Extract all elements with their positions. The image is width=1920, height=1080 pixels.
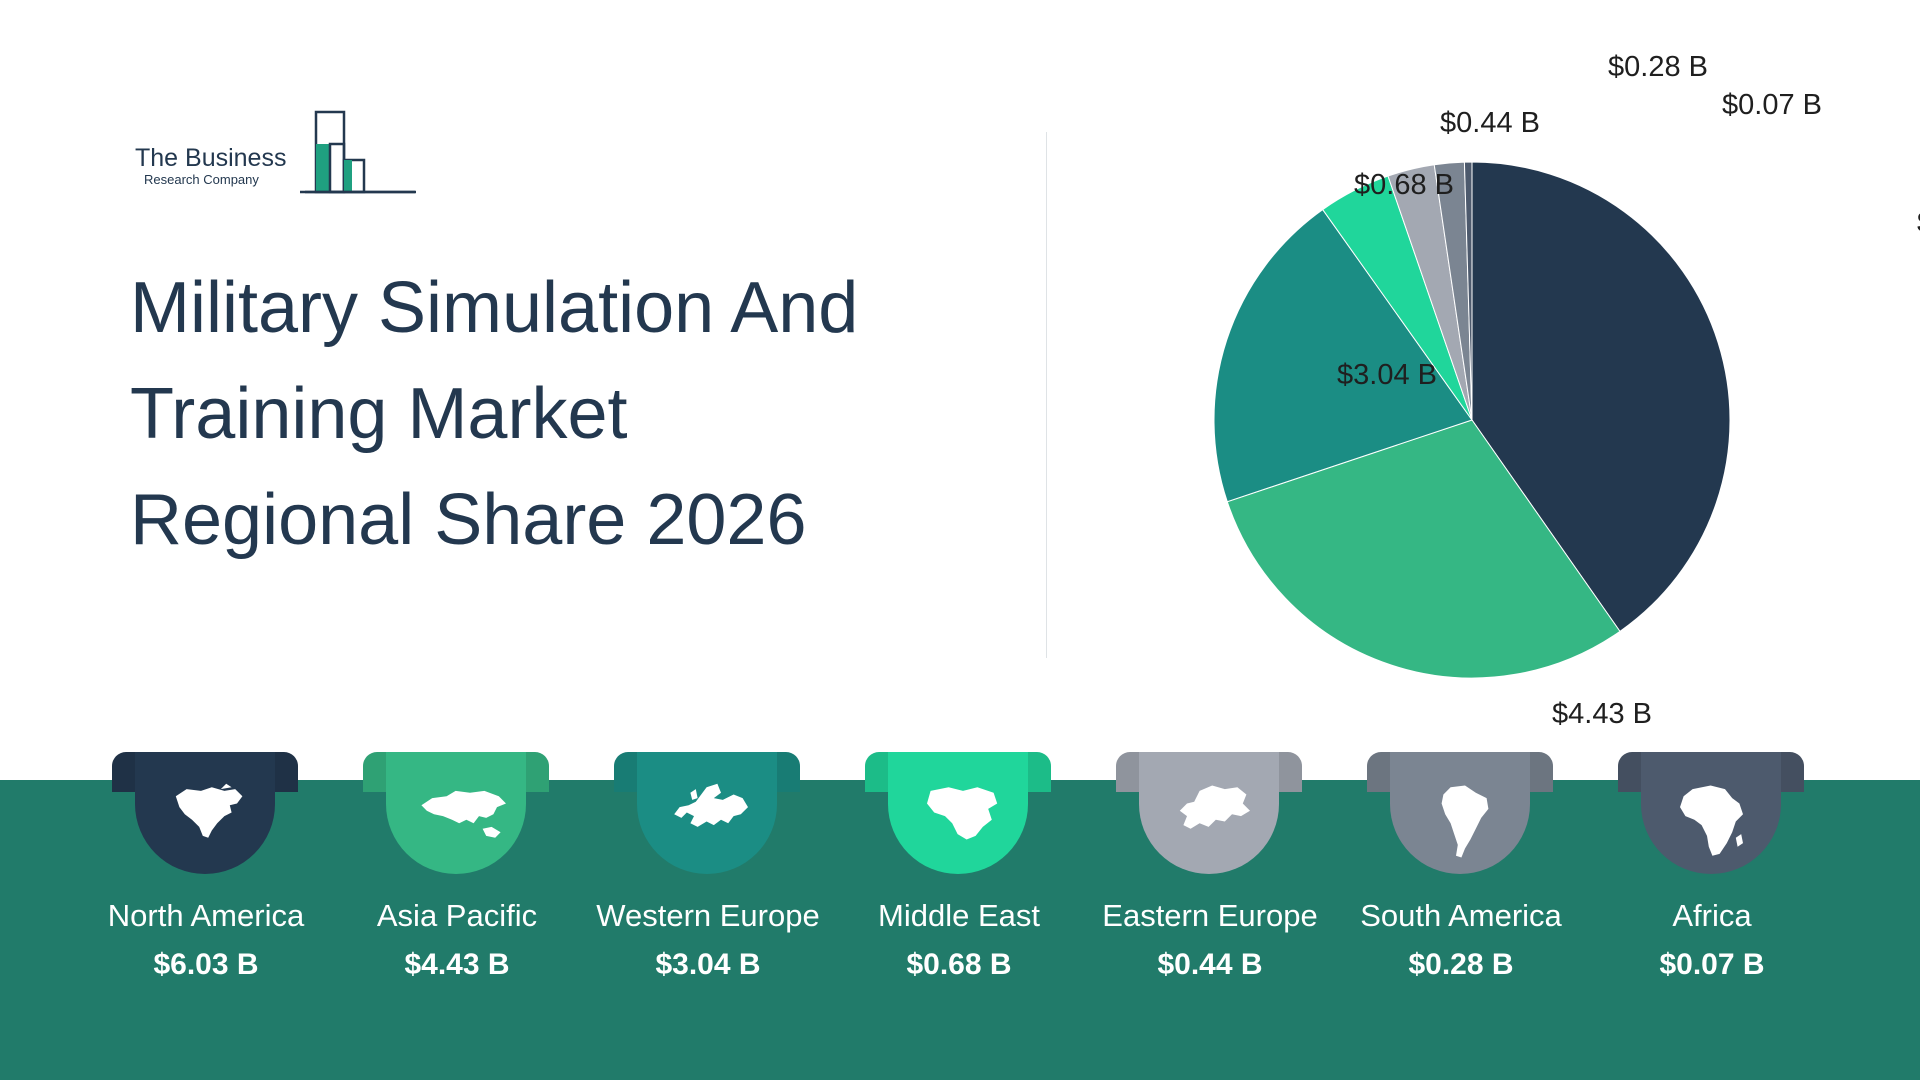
region-value: $0.28 B xyxy=(1408,948,1514,981)
region-card-south-america: South America $0.28 B xyxy=(1360,752,1562,1012)
region-name: Asia Pacific xyxy=(376,898,538,933)
region-shield xyxy=(1641,752,1781,874)
western-europe-map-icon xyxy=(674,783,748,827)
region-name: Africa xyxy=(1672,898,1752,933)
company-logo: The Business Research Company xyxy=(130,108,420,198)
logo-subname: Research Company xyxy=(144,172,259,187)
region-value: $0.44 B xyxy=(1157,948,1263,981)
region-shield xyxy=(1139,752,1279,874)
region-card-north-america: North America $6.03 B xyxy=(106,752,306,1012)
pie-label-north-america: $6.03 B xyxy=(1917,207,1920,239)
logo-buildings-icon xyxy=(135,110,416,194)
region-name: Middle East xyxy=(878,898,1040,933)
region-name: Eastern Europe xyxy=(1102,898,1318,933)
region-shield xyxy=(888,752,1028,874)
region-card-western-europe: Western Europe $3.04 B xyxy=(596,752,820,1012)
region-value: $3.04 B xyxy=(655,948,761,981)
middle-east-map-icon xyxy=(927,787,998,840)
pie-slice-north-america xyxy=(1471,161,1731,633)
region-card-asia-pacific: Asia Pacific $4.43 B xyxy=(357,752,557,1012)
pie-label-eastern-europe: $0.44 B xyxy=(1440,107,1540,139)
pie-slice-africa xyxy=(1463,161,1473,421)
south-america-map-icon xyxy=(1441,785,1489,858)
region-name: North America xyxy=(107,898,305,933)
region-value: $0.68 B xyxy=(906,948,1012,981)
pie-slice-asia-pacific xyxy=(1226,419,1621,679)
asia-pacific-map-icon xyxy=(421,790,506,838)
title-line-2: Training Market xyxy=(130,374,628,454)
regional-share-pie-chart: $6.03 B $4.43 B $3.04 B $0.68 B $0.44 B $0.28… xyxy=(1213,51,1920,730)
region-shield xyxy=(1390,752,1530,874)
title-line-3: Regional Share 2026 xyxy=(130,480,807,560)
vertical-divider xyxy=(1046,132,1047,658)
region-value: $6.03 B xyxy=(153,948,259,981)
pie-slice-western-europe xyxy=(1213,208,1473,503)
pie-label-africa: $0.07 B xyxy=(1722,89,1822,121)
pie-label-middle-east: $0.68 B xyxy=(1354,169,1454,201)
region-name: Western Europe xyxy=(596,898,820,933)
region-name: South America xyxy=(1360,898,1562,933)
region-card-eastern-europe: Eastern Europe $0.44 B xyxy=(1102,752,1318,1012)
region-card-africa: Africa $0.07 B xyxy=(1612,752,1812,1012)
region-value: $0.07 B xyxy=(1659,948,1765,981)
pie-label-western-europe: $3.04 B xyxy=(1337,359,1437,391)
eastern-europe-map-icon xyxy=(1179,785,1250,829)
north-america-map-icon xyxy=(175,783,243,838)
region-shield xyxy=(135,752,275,874)
region-card-middle-east: Middle East $0.68 B xyxy=(859,752,1059,1012)
logo-name: The Business xyxy=(135,144,287,172)
pie-label-south-america: $0.28 B xyxy=(1608,51,1708,83)
africa-map-icon xyxy=(1680,785,1743,856)
region-shield xyxy=(386,752,526,874)
region-shield xyxy=(637,752,777,874)
page-title: Military Simulation And Training Market … xyxy=(130,255,950,573)
pie-label-asia-pacific: $4.43 B xyxy=(1552,698,1652,730)
region-value: $4.43 B xyxy=(404,948,510,981)
title-line-1: Military Simulation And xyxy=(130,268,859,348)
